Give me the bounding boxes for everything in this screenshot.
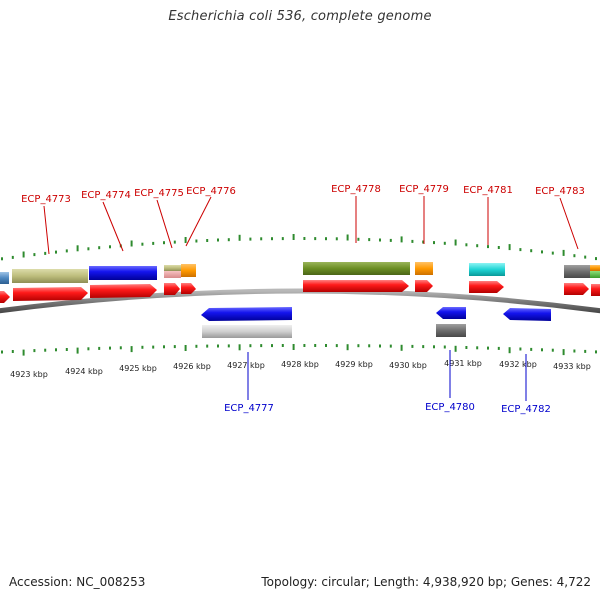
gene-label[interactable]: ECP_4775 (134, 188, 184, 199)
cds-arrow-reverse[interactable] (503, 308, 551, 321)
cds-arrow-forward[interactable] (0, 291, 10, 303)
cds-arrow-forward[interactable] (90, 284, 157, 298)
feature-block[interactable] (202, 325, 292, 338)
cds-arrow-reverse[interactable] (436, 307, 466, 319)
feature-block[interactable] (164, 265, 181, 271)
reverse-cds-ring (201, 307, 551, 321)
gene-label[interactable]: ECP_4781 (463, 185, 513, 196)
feature-block[interactable] (590, 265, 600, 271)
gene-label[interactable]: ECP_4783 (535, 186, 585, 197)
genome-summary-text: Topology: circular; Length: 4,938,920 bp… (261, 575, 591, 589)
forward-gene-labels: ECP_4773 ECP_4774 ECP_4775 ECP_4776 ECP_… (21, 184, 585, 205)
gene-label[interactable]: ECP_4780 (425, 402, 475, 413)
scale-label: 4923 kbp (10, 370, 48, 379)
feature-block[interactable] (436, 324, 466, 337)
feature-block[interactable] (415, 262, 433, 275)
feature-block[interactable] (303, 262, 410, 275)
feature-block[interactable] (0, 272, 9, 284)
scale-label: 4931 kbp (444, 359, 482, 368)
gene-label[interactable]: ECP_4777 (224, 403, 274, 414)
reverse-gene-labels: ECP_4777 ECP_4780 ECP_4782 (224, 402, 551, 415)
scale-label: 4932 kbp (499, 360, 537, 369)
feature-block[interactable] (12, 269, 88, 283)
cds-arrow-forward[interactable] (469, 281, 504, 293)
scale-label: 4929 kbp (335, 360, 373, 369)
scale-label: 4926 kbp (173, 362, 211, 371)
accession-text: Accession: NC_008253 (9, 575, 146, 589)
forward-cds-ring (0, 280, 600, 303)
scale-label: 4930 kbp (389, 361, 427, 370)
gene-label[interactable]: ECP_4773 (21, 194, 71, 205)
cds-arrow-forward[interactable] (181, 283, 196, 294)
feature-block[interactable] (590, 271, 600, 278)
forward-feature-ring (0, 262, 600, 284)
reverse-feature-ring (202, 324, 466, 338)
genome-backbone (0, 288, 600, 314)
cds-arrow-forward[interactable] (564, 283, 589, 295)
cds-arrow-forward[interactable] (13, 287, 88, 301)
label-leader-lines (43, 196, 579, 401)
feature-block[interactable] (89, 266, 157, 280)
gene-label[interactable]: ECP_4779 (399, 184, 449, 195)
outer-tick-ring (1, 234, 597, 261)
cds-arrow-forward[interactable] (415, 280, 433, 292)
scale-label: 4925 kbp (119, 364, 157, 373)
feature-block[interactable] (164, 271, 181, 278)
inner-tick-ring (1, 344, 597, 356)
feature-block[interactable] (469, 263, 505, 276)
gene-label[interactable]: ECP_4778 (331, 184, 381, 195)
scale-label: 4924 kbp (65, 367, 103, 376)
scale-label: 4928 kbp (281, 360, 319, 369)
cds-arrow-reverse[interactable] (201, 307, 292, 321)
gene-label[interactable]: ECP_4776 (186, 186, 236, 197)
feature-block[interactable] (181, 264, 196, 277)
cds-arrow-forward[interactable] (303, 280, 409, 292)
scale-label: 4927 kbp (227, 361, 265, 370)
gene-label[interactable]: ECP_4774 (81, 190, 131, 201)
cds-arrow-forward[interactable] (591, 284, 600, 296)
page-title: Escherichia coli 536, complete genome (168, 9, 432, 24)
scale-label: 4933 kbp (553, 362, 591, 371)
scale-labels: 4923 kbp 4924 kbp 4925 kbp 4926 kbp 4927… (10, 359, 591, 379)
feature-block[interactable] (564, 265, 590, 278)
cds-arrow-forward[interactable] (164, 283, 180, 295)
gene-label[interactable]: ECP_4782 (501, 404, 551, 415)
